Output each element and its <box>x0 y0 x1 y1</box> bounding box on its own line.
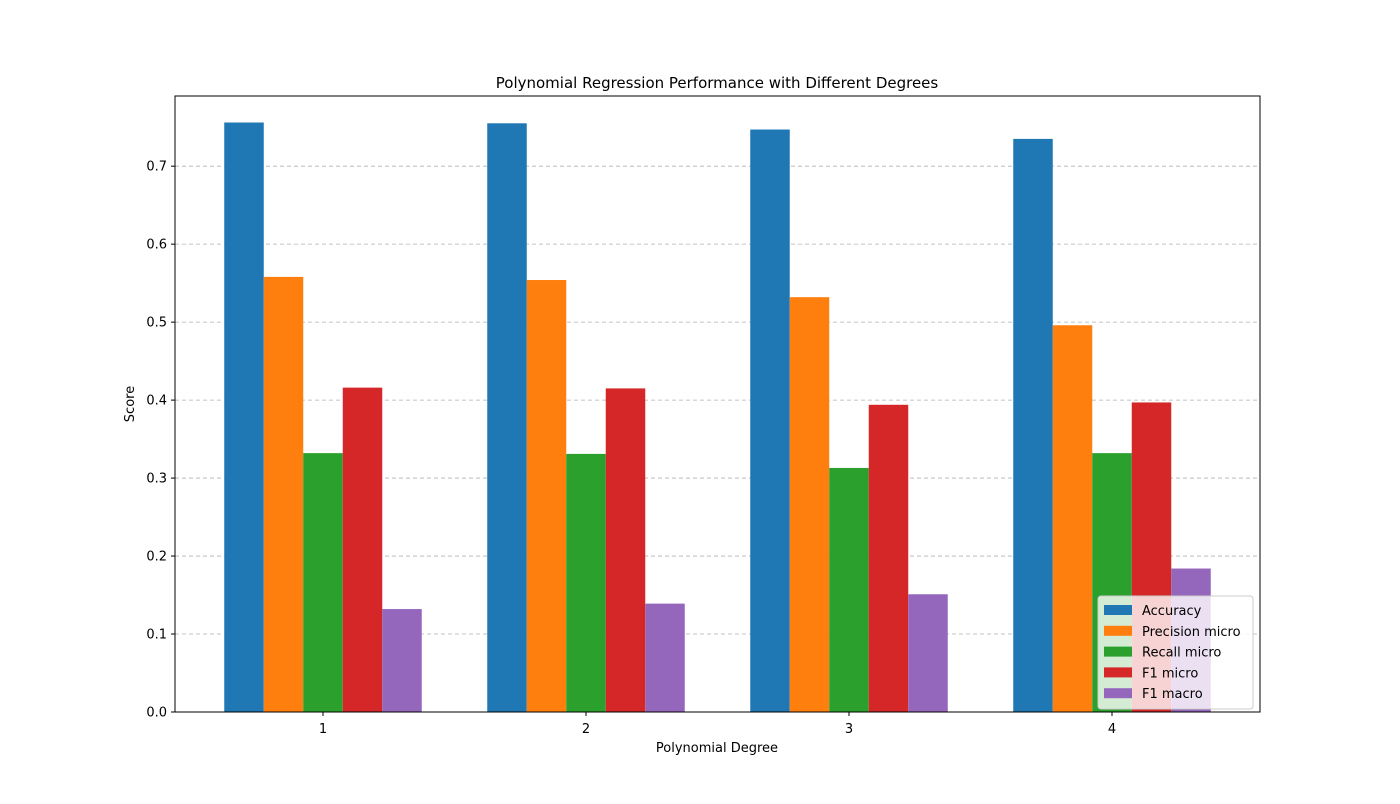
bar-recall-micro-3 <box>829 467 869 712</box>
bar-accuracy-1 <box>224 122 264 712</box>
y-tick-label: 0.6 <box>146 238 167 253</box>
y-tick-label: 0.3 <box>146 472 167 487</box>
legend-swatch <box>1104 605 1132 615</box>
legend: Accuracy Precision micro Recall micro F1 mi… <box>1097 595 1254 710</box>
legend-swatch <box>1104 667 1132 678</box>
bar-f1-micro-2 <box>605 388 646 712</box>
bar-recall-micro-1 <box>303 453 343 712</box>
bar-f1-macro-3 <box>908 594 948 712</box>
legend-label: F1 macro <box>1142 687 1203 702</box>
bar-f1-micro-1 <box>342 387 383 712</box>
bar-precision-micro-3 <box>789 297 830 712</box>
bar-precision-micro-1 <box>263 276 304 712</box>
bar-accuracy-2 <box>487 123 527 712</box>
y-tick-label: 0.1 <box>146 628 167 643</box>
x-tick-label: 4 <box>1108 722 1116 737</box>
bar-accuracy-3 <box>750 129 790 712</box>
bars-layer <box>224 122 1211 712</box>
legend-label: F1 micro <box>1142 666 1198 681</box>
y-tick-label: 0.7 <box>146 160 167 175</box>
bar-precision-micro-4 <box>1052 325 1093 712</box>
bar-accuracy-4 <box>1013 138 1053 712</box>
y-tick-label: 0.0 <box>146 706 167 721</box>
x-tick-label: 2 <box>582 722 590 737</box>
x-tick-label: 3 <box>845 722 853 737</box>
bar-recall-micro-2 <box>566 453 606 712</box>
bar-f1-macro-1 <box>382 609 422 712</box>
y-tick-label: 0.2 <box>146 550 167 565</box>
bar-f1-macro-2 <box>645 603 685 712</box>
legend-label: Recall micro <box>1142 646 1221 661</box>
chart-title: Polynomial Regression Performance with D… <box>496 74 939 92</box>
y-tick-label: 0.5 <box>146 316 167 331</box>
plot-frame <box>174 95 1261 713</box>
legend-label: Accuracy <box>1142 604 1202 619</box>
legend-swatch <box>1104 688 1132 699</box>
x-tick-label: 1 <box>319 722 327 737</box>
legend-box <box>1097 595 1254 710</box>
legend-swatch <box>1104 625 1132 636</box>
bar-f1-micro-3 <box>868 404 909 712</box>
x-axis-label: Polynomial Degree <box>656 741 778 756</box>
legend-label: Precision micro <box>1142 625 1241 640</box>
y-axis: 0.0 0.1 0.2 0.3 0.4 0.5 0.6 0.7 <box>146 160 175 721</box>
x-axis: 1 2 3 4 <box>319 712 1116 737</box>
bar-precision-micro-2 <box>526 280 567 712</box>
y-axis-label: Score <box>123 386 138 422</box>
y-tick-label: 0.4 <box>146 394 167 409</box>
legend-swatch <box>1104 646 1132 657</box>
